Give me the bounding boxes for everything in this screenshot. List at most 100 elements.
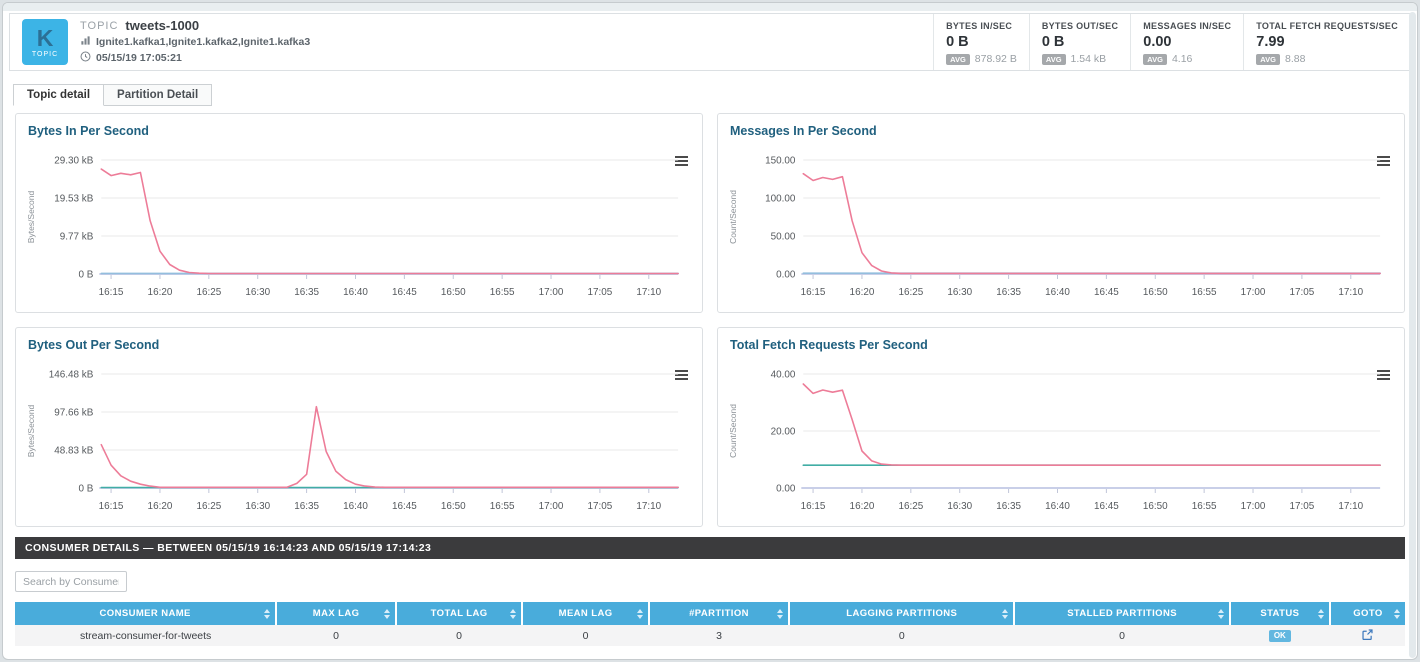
- svg-text:16:25: 16:25: [898, 501, 923, 512]
- column-header-max-lag[interactable]: MAX LAG: [275, 602, 396, 625]
- svg-text:100.00: 100.00: [765, 193, 796, 204]
- svg-text:16:55: 16:55: [1192, 501, 1217, 512]
- column-header-goto[interactable]: GOTO: [1328, 602, 1405, 625]
- svg-text:16:55: 16:55: [1192, 287, 1217, 298]
- vertical-scrollbar[interactable]: [1409, 12, 1416, 658]
- sort-arrows-icon[interactable]: [1217, 608, 1224, 619]
- svg-text:16:40: 16:40: [343, 501, 368, 512]
- column-header-mean-lag[interactable]: MEAN LAG: [521, 602, 649, 625]
- column-header-stalled-partitions[interactable]: STALLED PARTITIONS: [1013, 602, 1230, 625]
- chart-menu-icon[interactable]: [1377, 154, 1390, 168]
- sort-arrows-icon[interactable]: [1002, 608, 1009, 619]
- chart-panel-fetch-requests: Total Fetch Requests Per Second 0.00 20.0…: [717, 327, 1405, 527]
- clock-icon: [80, 50, 91, 66]
- svg-text:16:35: 16:35: [294, 501, 319, 512]
- tab-partition-detail[interactable]: Partition Detail: [104, 84, 213, 106]
- chart-title: Bytes In Per Second: [28, 124, 149, 138]
- chart-menu-icon[interactable]: [1377, 368, 1390, 382]
- metric-value: 0 B: [1041, 34, 1065, 50]
- svg-text:20.00: 20.00: [771, 426, 796, 437]
- svg-text:16:15: 16:15: [99, 287, 124, 298]
- svg-text:0 B: 0 B: [79, 269, 94, 280]
- column-header-consumer-name[interactable]: CONSUMER NAME: [15, 602, 277, 625]
- svg-text:16:35: 16:35: [996, 501, 1021, 512]
- search-input[interactable]: [15, 571, 127, 592]
- consumer-table-header-row: CONSUMER NAME MAX LAG TOTAL LAG MEAN LAG #PA…: [15, 602, 1405, 625]
- line-chart-bytes-in: 0 B 9.77 kB 19.53 kB 29.30 kB 16:15 16:20 16:2…: [26, 155, 679, 298]
- svg-text:17:05: 17:05: [588, 501, 613, 512]
- svg-text:17:10: 17:10: [636, 501, 661, 512]
- svg-text:16:30: 16:30: [245, 501, 270, 512]
- chart-panel-bytes-out: Bytes Out Per Second 0 B 48.83 kB 97.66 kB…: [15, 327, 703, 527]
- topic-header-card: K TOPIC TOPIC tweets-1000 Ignite1.kafka1…: [9, 13, 1411, 71]
- lag-value-cell: 0: [1014, 625, 1230, 646]
- column-header-partition[interactable]: #PARTITION: [647, 602, 790, 625]
- svg-text:16:40: 16:40: [343, 287, 368, 298]
- metric-avg-value: 4.16: [1171, 53, 1193, 65]
- chart-panel-bytes-in: Bytes In Per Second 0 B 9.77 kB 19.53 kB 29…: [15, 113, 703, 313]
- consumer-name-cell: stream-consumer-for-tweets: [15, 625, 277, 646]
- sort-arrows-icon[interactable]: [264, 608, 271, 619]
- avg-badge: AVG: [1041, 53, 1066, 65]
- svg-text:16:25: 16:25: [196, 287, 221, 298]
- metric-avg-value: 1.54 kB: [1070, 53, 1107, 65]
- svg-text:16:30: 16:30: [245, 287, 270, 298]
- sort-arrows-icon[interactable]: [1317, 608, 1324, 619]
- svg-text:9.77 kB: 9.77 kB: [60, 231, 94, 242]
- status-ok-badge: OK: [1268, 630, 1291, 642]
- metric-label: BYTES IN/SEC: [946, 21, 1013, 31]
- chart-title: Messages In Per Second: [730, 124, 877, 138]
- svg-text:16:35: 16:35: [996, 287, 1021, 298]
- svg-text:17:05: 17:05: [588, 287, 613, 298]
- svg-text:Count/Second: Count/Second: [728, 404, 738, 458]
- line-chart-messages-in: 0.00 50.00 100.00 150.00 16:15 16:20 16:25 16:3…: [728, 155, 1381, 298]
- svg-text:17:10: 17:10: [1338, 501, 1363, 512]
- sort-arrows-icon[interactable]: [636, 608, 643, 619]
- chart-title: Total Fetch Requests Per Second: [730, 338, 928, 352]
- column-header-total-lag[interactable]: TOTAL LAG: [394, 602, 523, 625]
- chart-menu-icon[interactable]: [675, 154, 688, 168]
- tab-topic-detail[interactable]: Topic detail: [13, 84, 105, 106]
- svg-text:0.00: 0.00: [776, 483, 796, 494]
- avg-badge: AVG: [1256, 53, 1280, 65]
- svg-text:16:20: 16:20: [148, 501, 173, 512]
- topic-info: K TOPIC TOPIC tweets-1000 Ignite1.kafka1…: [10, 14, 322, 70]
- svg-text:17:10: 17:10: [1338, 287, 1363, 298]
- topic-type-label: TOPIC: [80, 20, 119, 32]
- avg-badge: AVG: [1143, 53, 1167, 65]
- kafka-badge-letter: K: [36, 24, 54, 51]
- column-header-status[interactable]: STATUS: [1228, 602, 1330, 625]
- svg-text:16:40: 16:40: [1045, 501, 1070, 512]
- line-chart-fetch-requests: 0.00 20.00 40.00 16:15 16:20 16:25 16:30 16:35 1…: [728, 369, 1381, 512]
- svg-text:16:50: 16:50: [441, 501, 466, 512]
- svg-text:16:35: 16:35: [294, 287, 319, 298]
- sort-arrows-icon[interactable]: [510, 608, 517, 619]
- svg-text:Bytes/Second: Bytes/Second: [26, 405, 36, 458]
- sort-arrows-icon[interactable]: [383, 608, 390, 619]
- chart-panel-messages-in: Messages In Per Second 0.00 50.00 100.00 15…: [717, 113, 1405, 313]
- svg-text:16:55: 16:55: [490, 501, 515, 512]
- column-header-lagging-partitions[interactable]: LAGGING PARTITIONS: [788, 602, 1015, 625]
- metric-label: TOTAL FETCH REQUESTS/SEC: [1256, 21, 1398, 31]
- metric-value: 7.99: [1256, 34, 1285, 50]
- svg-text:40.00: 40.00: [771, 369, 796, 380]
- goto-external-link-icon[interactable]: [1361, 628, 1374, 641]
- metric-bytes-out-sec: BYTES OUT/SEC 0 B AVG 1.54 kB: [1028, 14, 1130, 70]
- sort-arrows-icon[interactable]: [1394, 608, 1400, 619]
- svg-text:16:50: 16:50: [1143, 287, 1168, 298]
- svg-text:48.83 kB: 48.83 kB: [54, 445, 93, 456]
- sort-arrows-icon[interactable]: [777, 608, 784, 619]
- svg-text:16:15: 16:15: [801, 287, 826, 298]
- svg-text:17:10: 17:10: [636, 287, 661, 298]
- metric-avg-value: 878.92 B: [974, 53, 1017, 65]
- kafka-badge-label: TOPIC: [31, 50, 59, 58]
- goto-cell: [1329, 625, 1405, 646]
- lag-value-cell: 0: [789, 625, 1015, 646]
- svg-text:Count/Second: Count/Second: [728, 190, 738, 244]
- lag-value-cell: 0: [522, 625, 649, 646]
- svg-text:150.00: 150.00: [765, 155, 796, 166]
- svg-text:17:05: 17:05: [1290, 501, 1315, 512]
- svg-text:Bytes/Second: Bytes/Second: [26, 191, 36, 244]
- svg-text:16:45: 16:45: [392, 501, 417, 512]
- chart-menu-icon[interactable]: [675, 368, 688, 382]
